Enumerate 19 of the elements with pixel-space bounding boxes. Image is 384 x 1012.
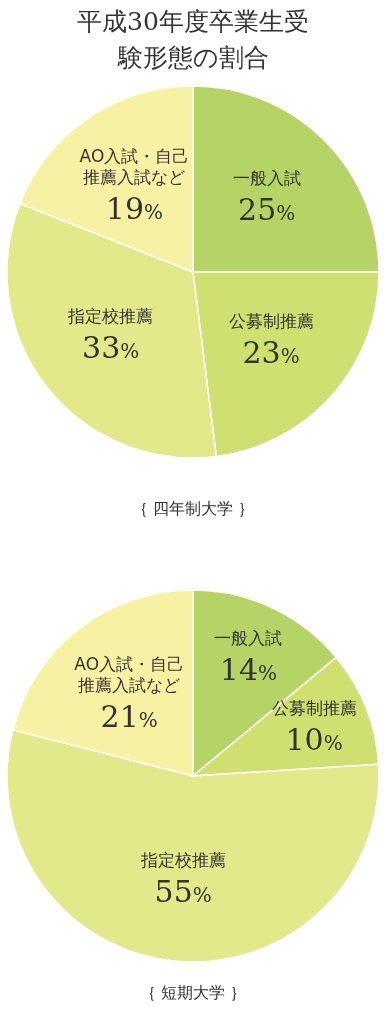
- slice-label: 一般入試: [214, 628, 283, 649]
- data-label: 23%: [242, 334, 300, 370]
- slice-label: AO入試・自己推薦入試など: [79, 145, 190, 187]
- data-label: 14%: [219, 652, 278, 688]
- data-label: 19%: [105, 190, 164, 226]
- slice-label: 公募制推薦: [228, 310, 314, 331]
- slice-label: 公募制推薦: [271, 698, 357, 719]
- slice-label: AO入試・自己推薦入試など: [74, 653, 185, 695]
- data-label: 55%: [154, 873, 212, 909]
- data-label: 25%: [238, 192, 296, 228]
- data-label: 33%: [82, 329, 140, 365]
- slice-label: 一般入試: [232, 168, 301, 189]
- text: ｛ 短期大学 ｝: [139, 983, 247, 1002]
- slice-label: 指定校推薦: [67, 305, 154, 326]
- chart-title: 平成30年度卒業生受験形態の割合: [77, 7, 309, 72]
- data-label: 21%: [100, 698, 158, 734]
- text: ｛ 四年制大学 ｝: [131, 499, 255, 518]
- data-label: 10%: [285, 722, 343, 758]
- slice-label: 指定校推薦: [139, 849, 226, 870]
